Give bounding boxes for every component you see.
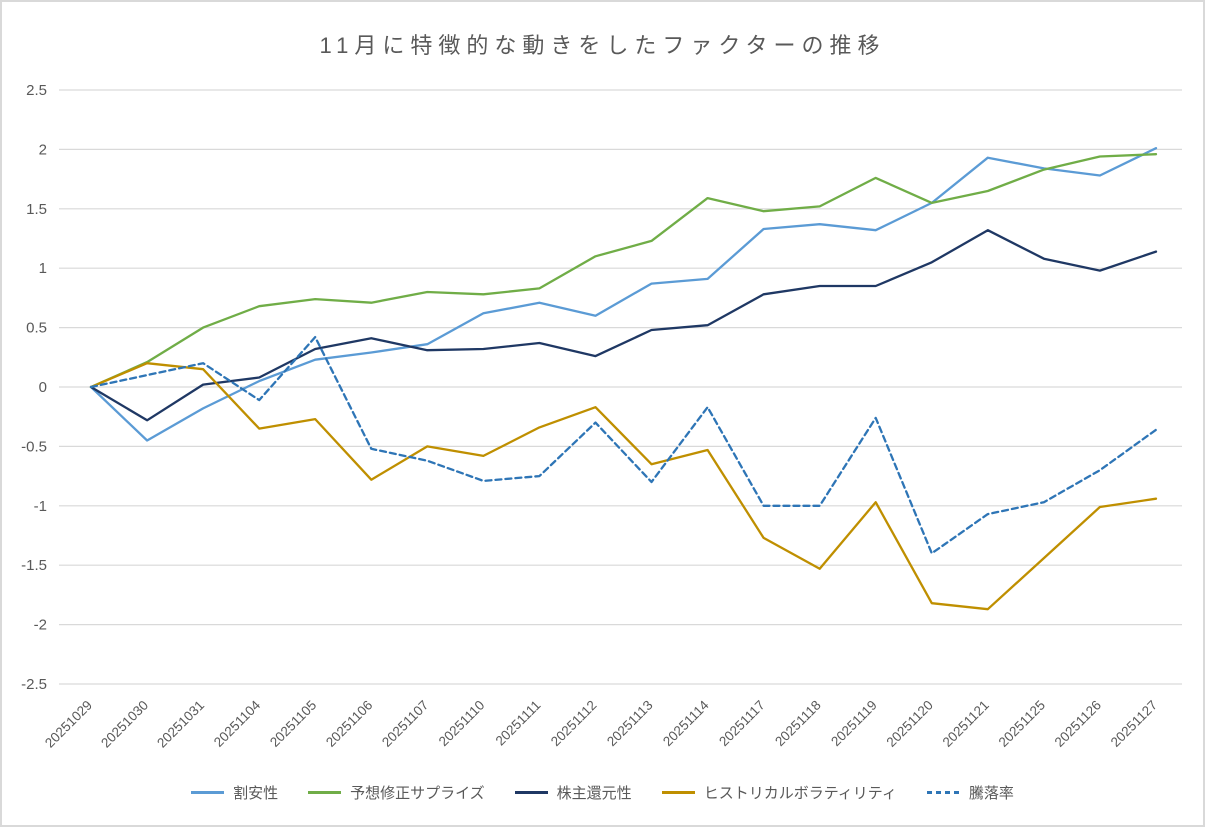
x-axis-tick-label: 20251104 [211,697,264,750]
y-axis-tick-label: 0 [39,379,47,396]
x-axis-tick-label: 20251107 [379,698,431,750]
x-axis-tick-label: 20251111 [493,698,544,749]
y-axis-tick-label: -2 [34,617,47,634]
series-line-1 [89,147,1158,442]
x-axis-tick-label: 20251127 [1108,698,1160,750]
y-axis-tick-label: -1 [34,498,47,515]
legend-line-sample [661,791,695,794]
x-axis-tick-label: 20251125 [996,698,1048,750]
x-axis-tick-label: 20251114 [660,697,712,749]
x-axis-tick-label: 20251120 [884,698,936,750]
y-axis-tick-label: 0.5 [26,320,47,337]
y-axis-tick-label: -2.5 [21,676,47,693]
legend-item-factor-4: ヒストリカルボラティリティ [661,782,897,803]
legend-label: 割安性 [233,785,279,802]
x-axis-tick-label: 20251029 [42,698,95,751]
y-axis-tick-label: 1.5 [26,201,47,218]
legend-item-factor-1: 割安性 [191,782,278,803]
legend-line-sample [191,791,225,794]
x-axis-tick-label: 20251113 [604,698,656,750]
x-axis-tick-label: 20251121 [940,698,992,750]
legend-item-factor-5: 騰落率 [926,782,1014,803]
x-axis-tick-label: 20251126 [1052,698,1104,750]
y-axis-tick-label: -0.5 [21,438,47,455]
x-axis-tick-label: 20251030 [98,698,151,751]
y-axis-tick-label: 1 [39,260,47,277]
legend-line-sample [926,791,960,794]
y-axis-tick-label: 2 [39,141,47,158]
y-axis-tick-label: -1.5 [21,557,47,574]
x-axis-tick-label: 20251031 [154,698,207,751]
x-axis-tick-label: 20251110 [436,698,488,750]
x-axis-tick-label: 20251117 [716,698,768,750]
chart-title: 11月に特徴的な動きをしたファクターの推移 [319,33,886,58]
legend-label: 株主還元性 [556,785,632,802]
series-line-3 [89,229,1158,422]
legend-label: 騰落率 [968,785,1014,802]
legend-item-factor-3: 株主還元性 [514,782,632,803]
x-axis-tick-label: 20251112 [548,698,600,750]
legend-label: 予想修正サプライズ [350,785,485,802]
y-axis-tick-label: 2.5 [26,82,47,99]
series-line-2 [89,153,1158,389]
x-axis-tick-label: 20251105 [267,698,319,750]
x-axis-tick-label: 20251118 [772,698,824,750]
legend: 割安性 予想修正サプライズ 株主還元性 ヒストリカルボラティリティ 騰落率 [2,782,1203,803]
legend-label: ヒストリカルボラティリティ [703,785,897,802]
series-line-4 [89,362,1158,611]
legend-line-sample [308,791,342,794]
x-axis-tick-label: 20251119 [828,698,880,750]
legend-item-factor-2: 予想修正サプライズ [308,782,485,803]
legend-line-sample [514,791,548,794]
series-line-5 [89,335,1158,555]
x-axis-tick-label: 20251106 [323,698,375,750]
